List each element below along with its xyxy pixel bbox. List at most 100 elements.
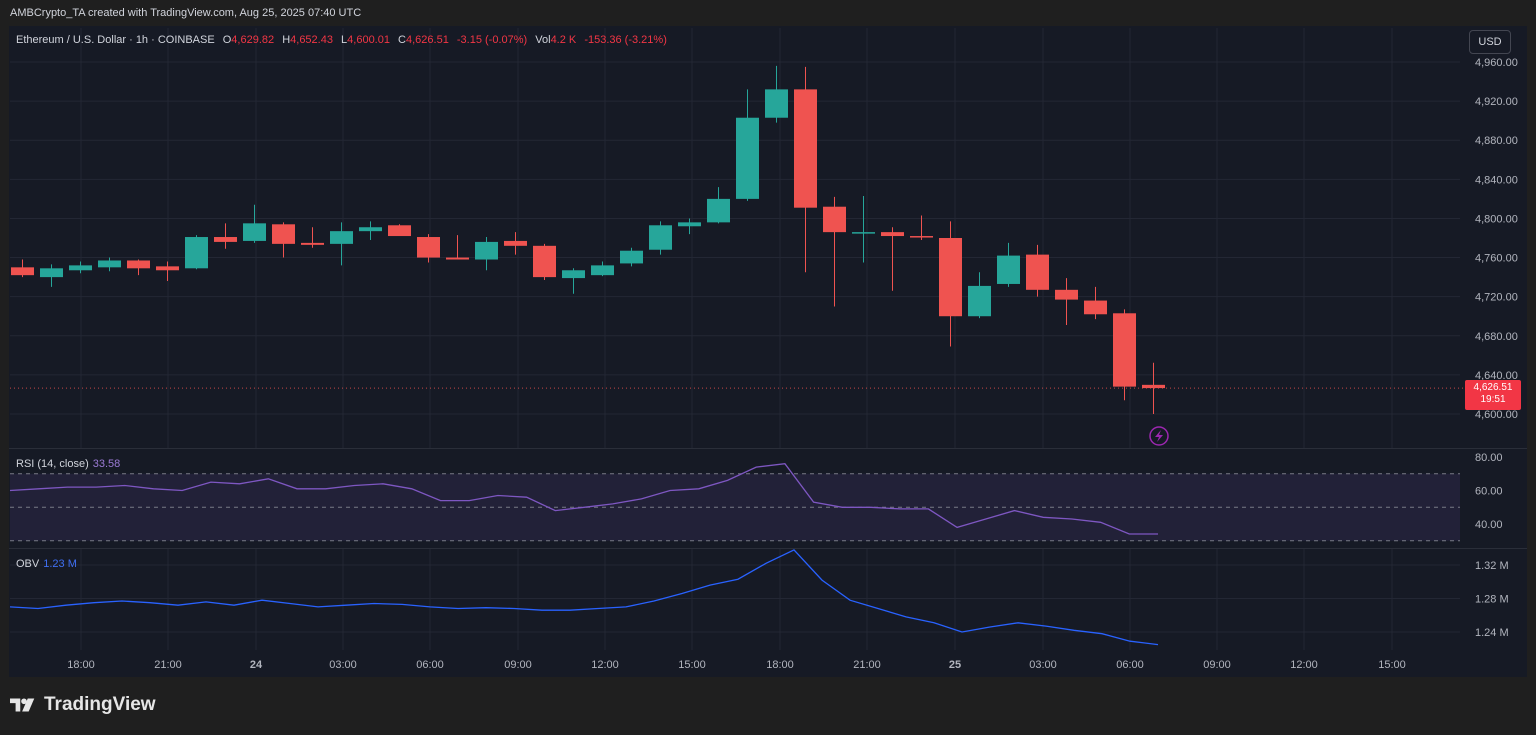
candle-body — [1113, 313, 1136, 387]
candle-body — [1142, 384, 1165, 389]
currency-button[interactable]: USD — [1469, 30, 1511, 54]
volume-value: 4.2 K — [550, 34, 577, 46]
low-value: 4,600.01 — [347, 34, 390, 46]
candle-body — [1084, 300, 1107, 315]
time-tick-label: 24 — [250, 659, 263, 671]
chart-credit: AMBCrypto_TA created with TradingView.co… — [10, 7, 362, 19]
time-tick-label: 06:00 — [416, 659, 444, 671]
obv-tick-label: 1.32 M — [1475, 560, 1509, 572]
candle-body — [388, 225, 411, 237]
candle-body — [359, 227, 382, 232]
candle-body — [127, 260, 150, 269]
candle-body — [881, 232, 904, 237]
obv-value: 1.23 M — [43, 558, 77, 570]
candle-body — [707, 198, 730, 223]
price-tick-label: 4,920.00 — [1475, 96, 1518, 108]
price-tick-label: 4,840.00 — [1475, 174, 1518, 186]
time-tick-label: 15:00 — [678, 659, 706, 671]
candle-body — [562, 270, 585, 279]
candle-body — [98, 260, 121, 268]
candle-body — [504, 240, 527, 246]
volume-change: -153.36 (-3.21%) — [584, 34, 667, 46]
lightning-bolt — [1155, 430, 1163, 442]
time-tick-label: 18:00 — [67, 659, 95, 671]
candle-body — [185, 237, 208, 269]
candle-body — [446, 257, 469, 260]
candle-body — [591, 265, 614, 276]
time-tick-label: 15:00 — [1378, 659, 1406, 671]
brand-name: TradingView — [44, 694, 156, 715]
candle-body — [823, 206, 846, 233]
high-value: 4,652.43 — [290, 34, 333, 46]
candle-body — [533, 245, 556, 278]
time-tick-label: 18:00 — [766, 659, 794, 671]
candle-body — [156, 266, 179, 271]
time-tick-label: 03:00 — [329, 659, 357, 671]
time-tick-label: 09:00 — [1203, 659, 1231, 671]
candle-body — [11, 267, 34, 276]
candle-body — [794, 89, 817, 208]
rsi-legend[interactable]: RSI (14, close) 33.58 — [16, 458, 120, 470]
candle-body — [649, 225, 672, 250]
candle-body — [243, 223, 266, 241]
candle-body — [272, 224, 295, 244]
last-price-tag: 4,626.51 19:51 — [1465, 380, 1521, 410]
candle-body — [852, 232, 875, 234]
candle-body — [765, 89, 788, 118]
obv-tick-label: 1.24 M — [1475, 627, 1509, 639]
time-tick-label: 21:00 — [853, 659, 881, 671]
price-tick-label: 4,800.00 — [1475, 213, 1518, 225]
candle-body — [214, 237, 237, 242]
obv-panel-separator[interactable] — [9, 548, 1527, 549]
time-tick-label: 12:00 — [1290, 659, 1318, 671]
rsi-tick-label: 60.00 — [1475, 486, 1503, 498]
chart-frame — [9, 26, 1527, 677]
time-tick-label: 21:00 — [154, 659, 182, 671]
rsi-panel-separator[interactable] — [9, 448, 1527, 449]
time-tick-label: 03:00 — [1029, 659, 1057, 671]
candle-body — [620, 250, 643, 264]
tradingview-logo-icon — [10, 698, 35, 712]
tradingview-brand[interactable]: TradingView — [10, 694, 156, 716]
rsi-line — [9, 463, 1158, 535]
candle-body — [939, 238, 962, 317]
price-tick-label: 4,600.00 — [1475, 409, 1518, 421]
symbol-legend: Ethereum / U.S. Dollar · 1h · COINBASE O… — [16, 34, 667, 46]
candle-body — [69, 265, 92, 271]
price-tick-label: 4,760.00 — [1475, 253, 1518, 265]
bar-countdown: 19:51 — [1480, 394, 1506, 405]
last-price: 4,626.51 — [1473, 382, 1513, 393]
obv-name: OBV — [16, 558, 40, 570]
time-tick-label: 09:00 — [504, 659, 532, 671]
price-tick-label: 4,640.00 — [1475, 370, 1518, 382]
rsi-value: 33.58 — [92, 458, 121, 470]
candle-body — [736, 117, 759, 199]
close-value: 4,626.51 — [406, 34, 449, 46]
obv-legend[interactable]: OBV 1.23 M — [16, 558, 77, 570]
time-tick-label: 06:00 — [1116, 659, 1144, 671]
candle-body — [330, 231, 353, 244]
obv-line — [9, 549, 1159, 646]
candle-body — [40, 268, 63, 278]
candle-body — [910, 236, 933, 238]
price-tick-label: 4,680.00 — [1475, 331, 1518, 343]
candle-body — [968, 285, 991, 317]
candle-body — [301, 242, 324, 245]
candle-body — [997, 255, 1020, 284]
symbol-title[interactable]: Ethereum / U.S. Dollar · 1h · COINBASE — [16, 34, 215, 46]
candle-body — [1026, 254, 1049, 290]
rsi-tick-label: 40.00 — [1475, 519, 1503, 531]
rsi-name: RSI (14, close) — [16, 458, 89, 470]
candle-body — [678, 222, 701, 227]
time-tick-label: 25 — [949, 659, 961, 671]
change-value: -3.15 (-0.07%) — [456, 34, 528, 46]
price-tick-label: 4,720.00 — [1475, 292, 1518, 304]
open-value: 4,629.82 — [231, 34, 275, 46]
price-tick-label: 4,880.00 — [1475, 135, 1518, 147]
candle-body — [1055, 289, 1078, 300]
time-tick-label: 12:00 — [591, 659, 619, 671]
lightning-icon — [1149, 426, 1169, 446]
candle-body — [475, 241, 498, 260]
rsi-tick-label: 80.00 — [1475, 452, 1503, 464]
